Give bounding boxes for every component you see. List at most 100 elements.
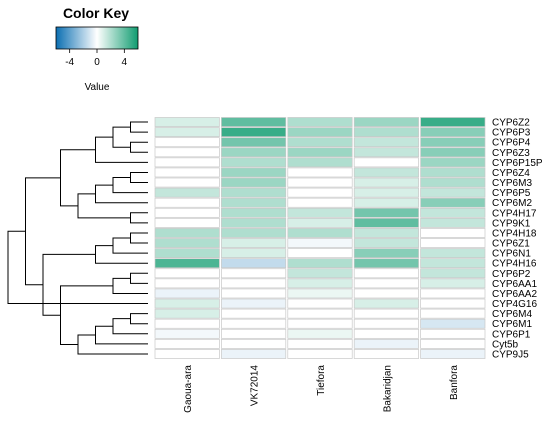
heatmap-cell [154,328,220,339]
dendrogram-branch [130,171,148,184]
heatmap-cell [221,258,287,269]
heatmap-cell [353,117,419,127]
heatmap-cell [420,177,486,188]
heatmap-cell [287,147,353,158]
row-label: CYP6AA2 [492,289,537,300]
row-label: CYP6Z1 [492,239,530,250]
heatmap-cell [353,217,419,228]
row-label: CYP6M2 [492,198,532,209]
heatmap-cell [221,268,287,279]
heatmap-cell [154,167,220,178]
heatmap-cell [221,217,287,228]
heatmap-cell [420,157,486,168]
heatmap-cell [353,127,419,138]
heatmap-cell [287,258,353,269]
dendrogram-branch [130,121,148,133]
color-key-ticks: -4 0 4 [65,49,128,68]
heatmap-cell [287,268,353,279]
heatmap-cell [420,117,486,127]
color-key: Color Key -4 0 4 Value [55,5,139,93]
heatmap-cell [221,187,287,198]
heatmap-cell [353,288,419,299]
row-label: CYP6P2 [492,269,531,280]
column-label: Banfora [449,365,460,400]
color-key-gradient [55,26,139,50]
heatmap-cell [420,147,486,158]
row-label: CYP6Z4 [492,168,530,179]
heatmap-cell [287,308,353,319]
heatmap-cell [353,318,419,329]
heatmap-cell [353,308,419,319]
heatmap-cell [154,258,220,269]
heatmap-cell [221,167,287,178]
dendrogram-branch [112,318,148,335]
heatmap-cell [221,298,287,309]
dendrogram-branch [60,285,113,346]
heatmap-cell [154,318,220,329]
heatmap-cell [154,127,220,138]
heatmap-cell [287,117,353,127]
heatmap-cell [287,167,353,178]
heatmap-cell [353,177,419,188]
column-labels: Gaoua-ara VK72014 Tiefora Bakaridjan Banfora [183,365,460,413]
heatmap-background [154,117,486,359]
row-label: CYP6P4 [492,138,531,149]
row-labels: CYP6Z2CYP6P3CYP6P4CYP6Z3CYP6P15PCYP6Z4CY… [492,118,543,361]
heatmap-cell [221,207,287,218]
heatmap-cell [154,217,220,228]
heatmap-cell [420,338,486,349]
dendrogram-branch [95,325,148,345]
heatmap-cell [221,117,287,127]
heatmap-cell [420,308,486,319]
heatmap-cell [287,338,353,349]
heatmap-cell [420,127,486,138]
heatmap-cell [154,137,220,148]
heatmap-cell [287,207,353,218]
heatmap-cell [287,187,353,198]
heatmap-cell [420,288,486,299]
heatmap-cell [154,278,220,289]
heatmap-cell [420,318,486,329]
dendrogram-branch [130,272,148,284]
row-dendrogram [7,121,148,355]
heatmap-cell [221,278,287,289]
color-key-label: Value [85,82,110,93]
dendrogram-branch [112,177,148,194]
row-label: CYP6P5 [492,188,531,199]
heatmap-cell [221,318,287,329]
heatmap-cell [353,349,419,359]
row-label: CYP4G16 [492,299,537,310]
heatmap-cell [154,147,220,158]
heatmap-cell [154,338,220,349]
row-label: CYP4H17 [492,208,537,219]
heatmap-cell [221,328,287,339]
heatmap-cell [353,278,419,289]
heatmap-cell [353,338,419,349]
heatmap-cell [420,197,486,208]
row-label: CYP6M1 [492,319,532,330]
heatmap-cell [353,328,419,339]
row-label: CYP6M4 [492,309,532,320]
row-label: CYP6Z2 [492,118,530,129]
color-key-tick-label: 0 [94,57,100,68]
heatmap-cell [287,157,353,168]
heatmap-cell [221,127,287,138]
color-key-tick-label: -4 [65,57,74,68]
heatmap-cell [420,137,486,148]
heatmap-cell [287,238,353,248]
heatmap-cells [154,117,486,359]
heatmap-cell [353,228,419,238]
dendrogram-branch [130,232,148,244]
heatmap-cell [221,248,287,259]
row-label: Cyt5b [492,339,519,350]
heatmap-cell [420,298,486,309]
heatmap-cell [221,147,287,158]
heatmap-cell [221,308,287,319]
heatmap-cell [154,238,220,248]
row-label: CYP6Z3 [492,148,530,159]
heatmap-cell [221,228,287,238]
heatmap-cell [221,238,287,248]
row-label: CYP6AA1 [492,279,537,290]
heatmap-cell [287,349,353,359]
heatmap-cell [221,157,287,168]
